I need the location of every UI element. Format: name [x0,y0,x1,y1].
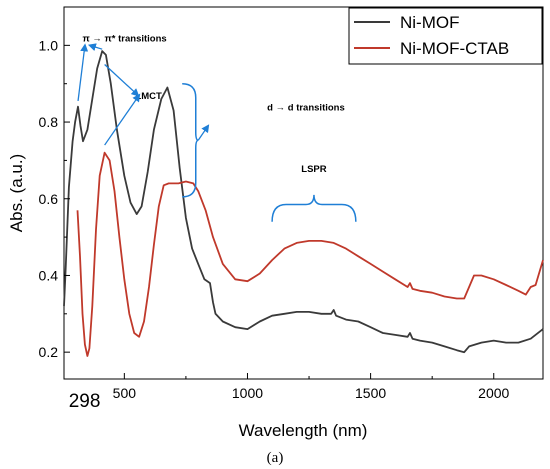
series-line-ni-mof-ctab [76,151,544,357]
series-line-ni-mof [63,50,544,354]
y-axis-title: Abs. (a.u.) [7,154,26,232]
figure-caption: (a) [267,450,284,466]
tick-layer: 500 1000 1500 2000 298 0.2 0.4 0.6 0.8 1.0 [39,37,510,412]
x-tick-label: 2000 [478,385,509,401]
plot-frame [63,6,544,380]
y-tick-label: 0.2 [39,344,59,360]
annotation-pi-transitions: π → π* transitions [82,34,166,45]
legend-label-ni-mof: Ni-MOF [400,13,459,32]
legend: Ni-MOF Ni-MOF-CTAB [348,7,543,65]
x-axis-title: Wavelength (nm) [239,421,368,440]
y-tick-label: 0.8 [39,114,59,130]
arrow-lmct-ctab [104,93,141,146]
annotation-lmct: LMCT [135,91,162,102]
y-tick-label: 0.4 [39,267,59,283]
arrow-pi-peak-312 [77,43,89,102]
arrow-lmct-mof [104,64,140,97]
legend-box [348,7,543,65]
arrow-d-d-transitions [197,124,210,141]
y-tick-label: 0.6 [39,191,59,207]
annotation-lspr: LSPR [301,164,326,175]
brace-d-d-transitions [182,82,199,198]
annotation-layer: π → π* transitions LMCT d → d transitions L… [77,34,357,222]
arrow-pi-peak-410 [87,43,103,51]
brace-lspr [271,194,357,222]
y-tick-label: 1.0 [39,37,59,53]
series-layer [63,50,544,357]
x-tick-label: 500 [113,385,137,401]
annotation-d-d-transitions: d → d transitions [267,103,345,114]
x-tick-label: 1000 [232,385,263,401]
legend-label-ni-mof-ctab: Ni-MOF-CTAB [400,39,509,58]
x-tick-label-298: 298 [69,391,101,412]
x-tick-label: 1500 [355,385,386,401]
